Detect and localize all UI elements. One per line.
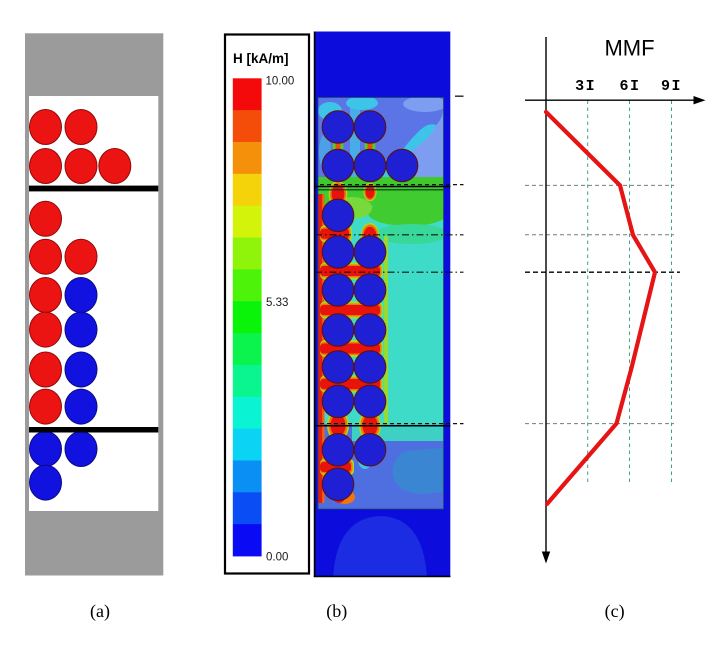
svg-text:(a): (a) bbox=[90, 601, 110, 622]
svg-text:6I: 6I bbox=[619, 78, 640, 95]
svg-text:5.33: 5.33 bbox=[266, 297, 288, 309]
svg-text:3I: 3I bbox=[575, 78, 596, 95]
svg-text:MMF: MMF bbox=[604, 36, 654, 61]
svg-text:0.00: 0.00 bbox=[266, 552, 288, 564]
svg-text:(b): (b) bbox=[326, 601, 347, 622]
svg-text:10.00: 10.00 bbox=[266, 76, 295, 88]
svg-text:9I: 9I bbox=[661, 78, 682, 95]
svg-text:H [kA/m]: H [kA/m] bbox=[233, 51, 289, 66]
svg-text:(c): (c) bbox=[605, 601, 625, 622]
